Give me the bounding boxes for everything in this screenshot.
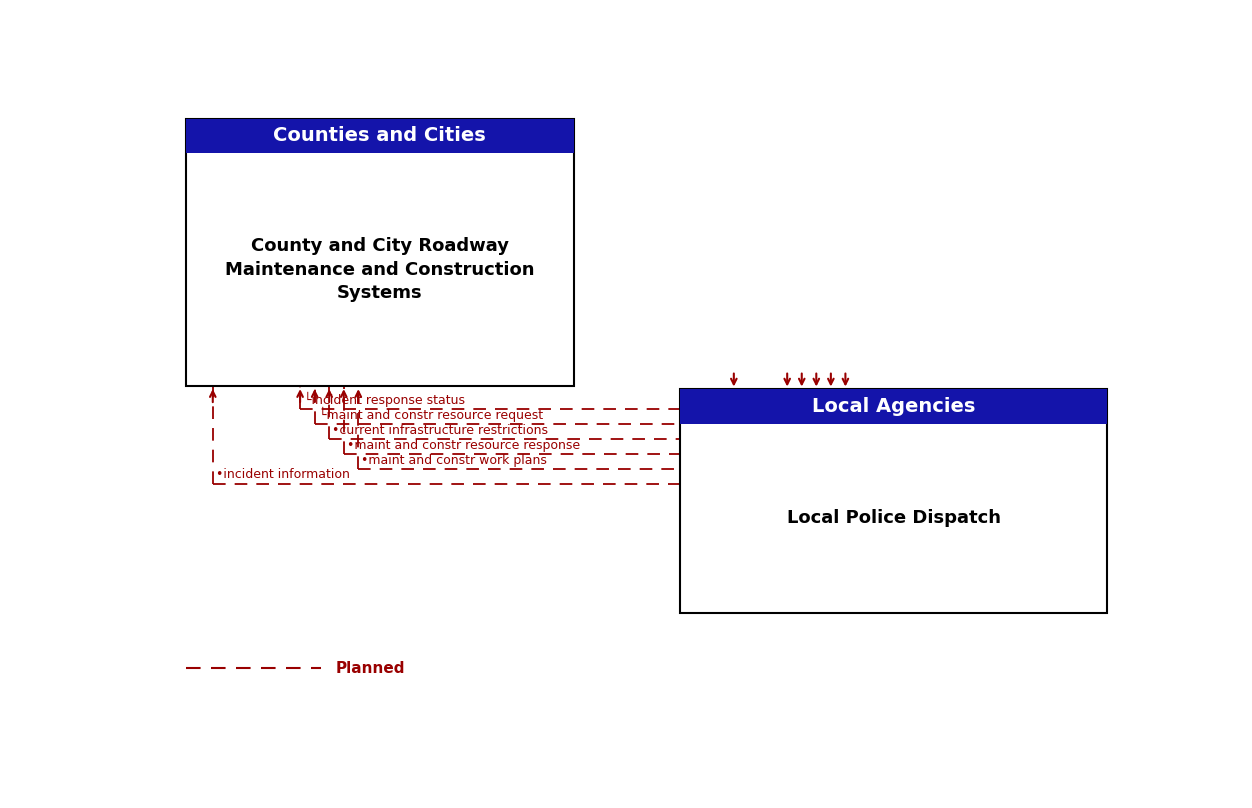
Bar bbox=[185, 119, 573, 386]
Text: Local Police Dispatch: Local Police Dispatch bbox=[788, 510, 1000, 528]
Text: Local Agencies: Local Agencies bbox=[813, 397, 975, 416]
Text: └incident response status: └incident response status bbox=[304, 392, 464, 406]
Text: Planned: Planned bbox=[336, 661, 406, 675]
Text: County and City Roadway
Maintenance and Construction
Systems: County and City Roadway Maintenance and … bbox=[225, 237, 535, 302]
Text: Counties and Cities: Counties and Cities bbox=[273, 126, 486, 145]
Text: └maint and constr resource request: └maint and constr resource request bbox=[318, 406, 542, 422]
Text: •incident information: •incident information bbox=[215, 469, 349, 482]
Text: •maint and constr work plans: •maint and constr work plans bbox=[362, 453, 547, 466]
Bar bbox=[681, 389, 1107, 423]
Text: •maint and constr resource response: •maint and constr resource response bbox=[347, 439, 580, 452]
Bar bbox=[185, 119, 573, 153]
Bar bbox=[681, 389, 1107, 613]
Text: •current infrastructure restrictions: •current infrastructure restrictions bbox=[332, 423, 548, 436]
